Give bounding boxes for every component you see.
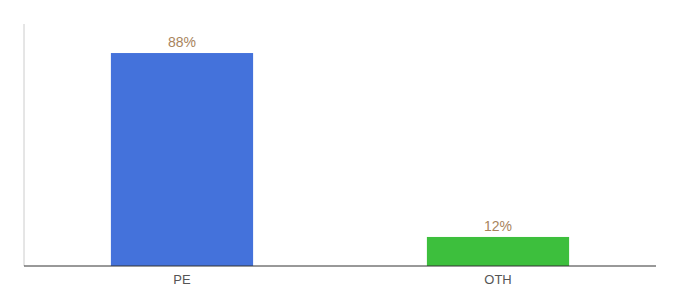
x-tick-label: OTH (484, 272, 511, 287)
chart-svg: PE OTH 88% 12% (0, 0, 680, 300)
y-axis-line (24, 24, 25, 266)
bar (427, 237, 569, 266)
bar (111, 53, 253, 266)
data-label: 88% (168, 34, 196, 50)
data-label: 12% (484, 218, 512, 234)
chart-container: PE OTH 88% 12% (0, 0, 680, 300)
x-axis-line (24, 266, 656, 267)
x-tick-label: PE (173, 272, 191, 287)
bars (111, 53, 569, 266)
